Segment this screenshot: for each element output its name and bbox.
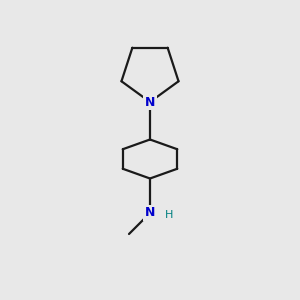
Text: N: N: [145, 95, 155, 109]
Text: H: H: [165, 209, 174, 220]
Text: N: N: [145, 206, 155, 220]
